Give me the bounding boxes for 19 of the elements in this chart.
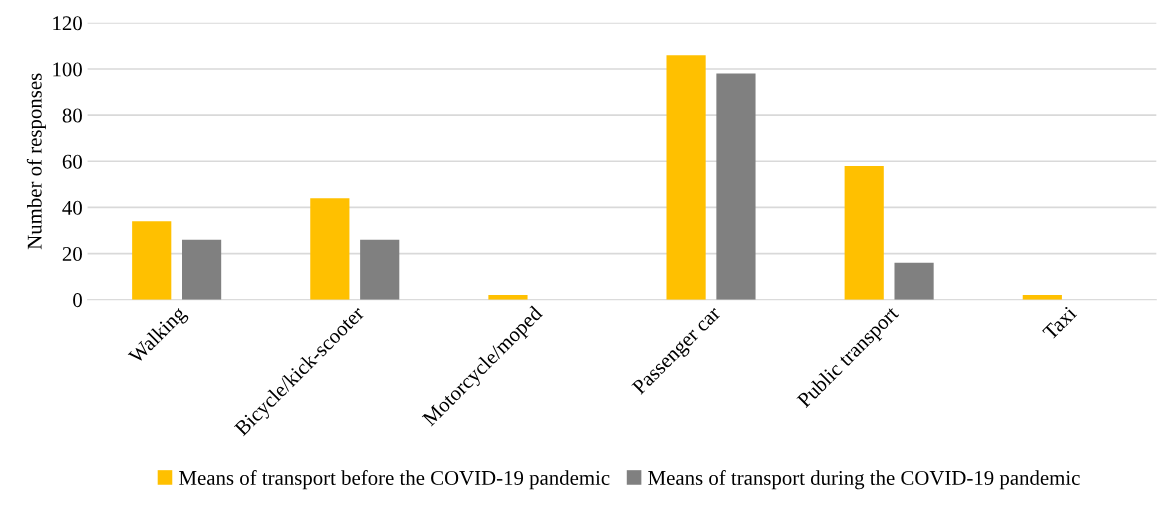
legend-label: Means of transport before the COVID-19 pandemic xyxy=(179,470,610,490)
bar xyxy=(132,221,172,300)
bar xyxy=(360,239,400,300)
bar xyxy=(844,165,884,300)
bar xyxy=(894,262,934,300)
y-tick-label: 0 xyxy=(73,293,82,308)
y-axis-title: Number of responses xyxy=(26,73,46,250)
bar xyxy=(310,198,350,300)
bar xyxy=(666,55,706,300)
x-tick-label: Taxi xyxy=(1042,305,1078,341)
legend-label: Means of transport during the COVID-19 pandemic xyxy=(648,470,1080,490)
y-tick-label: 60 xyxy=(62,154,82,169)
y-tick-label: 120 xyxy=(53,16,82,31)
y-tick-label: 100 xyxy=(53,62,82,77)
bar xyxy=(716,73,756,300)
y-tick-label: 40 xyxy=(62,200,82,215)
bar xyxy=(182,239,222,300)
y-tick-label: 20 xyxy=(62,246,82,262)
y-tick-label: 80 xyxy=(62,108,82,123)
